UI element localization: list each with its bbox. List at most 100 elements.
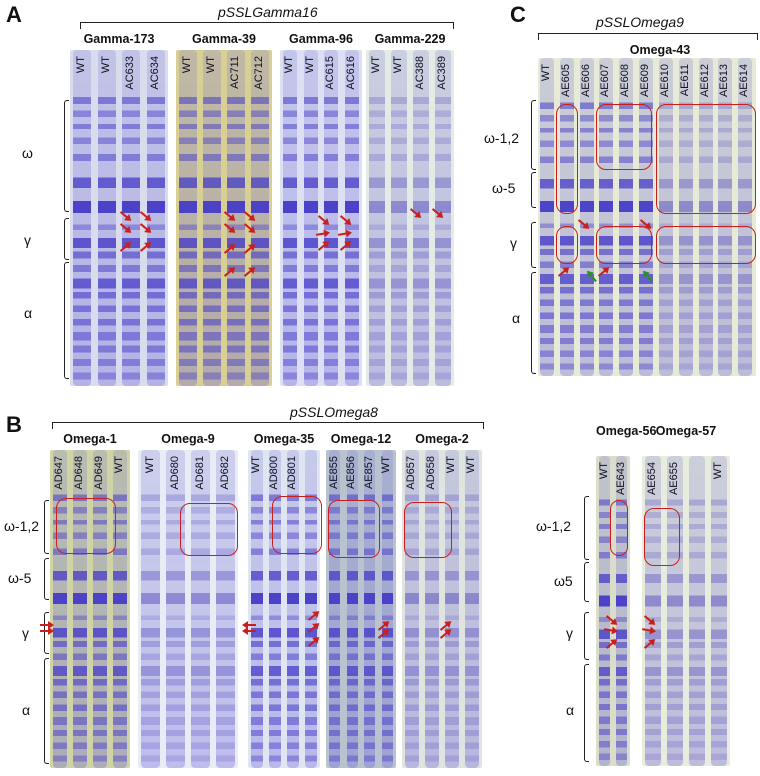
lane-label: AE611 bbox=[678, 64, 691, 97]
panel-b2-brace-omega5 bbox=[584, 562, 589, 602]
lane-label: AE612 bbox=[698, 64, 711, 98]
lane-label: WT bbox=[465, 456, 477, 474]
panel-b-brace-omega5 bbox=[44, 558, 49, 600]
panel-b-brace-gamma bbox=[44, 612, 49, 654]
lane-label: AC634 bbox=[148, 56, 161, 90]
lane-label: AC388 bbox=[414, 56, 426, 90]
panel-b-region-gamma: γ bbox=[22, 625, 29, 641]
lane-label: AE654 bbox=[646, 462, 658, 496]
gel-name: Gamma-39 bbox=[192, 32, 256, 46]
gel-name: Gamma-96 bbox=[289, 32, 353, 46]
gel-lane bbox=[287, 450, 299, 768]
lane-label: AD658 bbox=[425, 456, 437, 490]
lane-label: WT bbox=[205, 56, 217, 74]
panel-a-brace-alpha bbox=[64, 262, 69, 379]
lane-label: WT bbox=[143, 456, 156, 474]
panel-a-bracket bbox=[80, 22, 454, 29]
gel-name: Omega-57 bbox=[655, 424, 717, 438]
lane-label: AE856 bbox=[345, 456, 357, 490]
lane-label: AD800 bbox=[268, 456, 280, 490]
highlight-box bbox=[596, 104, 652, 170]
panel-a-region-alpha: α bbox=[24, 305, 33, 321]
gel-lane bbox=[73, 450, 87, 768]
panel-b2-region-omega12: ω-1,2 bbox=[536, 518, 572, 534]
gel-lane bbox=[465, 450, 479, 768]
gel-lane bbox=[344, 50, 359, 386]
highlight-box bbox=[272, 496, 322, 554]
highlight-box bbox=[328, 500, 380, 558]
gel-lane bbox=[619, 58, 634, 376]
gel-lane bbox=[689, 456, 705, 766]
highlight-box bbox=[556, 104, 578, 214]
panel-c-brace-alpha bbox=[531, 272, 536, 374]
gel-lane bbox=[599, 456, 610, 766]
gel-lane bbox=[97, 50, 116, 386]
lane-label: AD649 bbox=[93, 456, 105, 490]
lane-label: AE607 bbox=[599, 64, 612, 98]
lane-label: WT bbox=[392, 56, 404, 74]
gel-lane bbox=[141, 450, 160, 768]
lane-label: WT bbox=[113, 456, 125, 474]
panel-b-region-alpha: α bbox=[22, 702, 31, 718]
panel-a-letter: A bbox=[6, 2, 22, 27]
highlight-box bbox=[180, 503, 238, 556]
lane-label: AC615 bbox=[324, 56, 336, 90]
gel-lane bbox=[329, 450, 340, 768]
gel-lane bbox=[346, 450, 358, 768]
gel-lane bbox=[711, 456, 727, 766]
panel-b-brace-alpha bbox=[44, 658, 49, 764]
gel-lane bbox=[738, 58, 753, 376]
gel-lane bbox=[645, 456, 661, 766]
gel-lane bbox=[616, 456, 627, 766]
panel-c-region-gamma: γ bbox=[510, 235, 517, 251]
gel-lane bbox=[324, 50, 338, 386]
highlight-box bbox=[644, 508, 680, 566]
panel-c-bracket bbox=[538, 33, 758, 40]
lane-label: WT bbox=[380, 456, 392, 474]
lane-label: WT bbox=[303, 56, 316, 74]
lane-label: AC616 bbox=[344, 56, 357, 90]
gel-image-b4: AD657 AD658 WT WT bbox=[402, 450, 482, 768]
highlight-box bbox=[656, 226, 756, 264]
gel-lane bbox=[305, 450, 317, 768]
panel-a-construct: pSSLGamma16 bbox=[218, 4, 318, 20]
red-arrow-marker bbox=[40, 621, 54, 629]
lane-label: WT bbox=[540, 64, 552, 82]
gel-lane bbox=[369, 50, 385, 386]
panel-c-brace-omega12 bbox=[531, 100, 536, 170]
panel-a-brace-omega bbox=[64, 100, 69, 212]
panel-a-brace-gamma bbox=[64, 218, 69, 260]
gel-image-a3: WT WT AC388 AC389 bbox=[366, 50, 454, 386]
gel-lane bbox=[639, 58, 654, 376]
gel-lane bbox=[540, 58, 554, 376]
gel-name: Omega-56 bbox=[596, 424, 657, 438]
lane-label: AC711 bbox=[229, 56, 241, 89]
lane-label: WT bbox=[181, 56, 193, 74]
panel-a-region-gamma: γ bbox=[24, 232, 31, 248]
lane-label: WT bbox=[99, 56, 112, 74]
panel-b-bracket bbox=[52, 422, 484, 429]
gel-name: Omega-35 bbox=[253, 432, 315, 446]
gel-lane bbox=[179, 50, 197, 386]
lane-label: AD681 bbox=[193, 456, 206, 490]
lane-label: WT bbox=[250, 456, 262, 474]
gel-lane bbox=[166, 450, 185, 768]
highlight-box bbox=[556, 226, 578, 264]
panel-b2-region-gamma: γ bbox=[566, 625, 573, 641]
lane-label: AD682 bbox=[218, 456, 231, 490]
gel-lane bbox=[203, 50, 221, 386]
panel-c-region-alpha: α bbox=[512, 310, 521, 326]
panel-b-letter: B bbox=[6, 412, 22, 437]
lane-label: AE643 bbox=[614, 462, 627, 496]
gel-lane bbox=[667, 456, 683, 766]
lane-label: WT bbox=[712, 462, 724, 480]
gel-lane bbox=[718, 58, 733, 376]
red-arrow-marker bbox=[40, 627, 54, 635]
gel-image-a1: WT WT AC711 AC712 bbox=[176, 50, 272, 386]
panel-b-construct: pSSLOmega8 bbox=[290, 404, 378, 420]
gel-lane bbox=[391, 50, 407, 386]
lane-label: AD801 bbox=[286, 456, 298, 490]
lane-label: AE614 bbox=[738, 64, 751, 98]
panel-c-construct: pSSLOmega9 bbox=[596, 14, 684, 30]
lane-label: WT bbox=[445, 456, 457, 474]
